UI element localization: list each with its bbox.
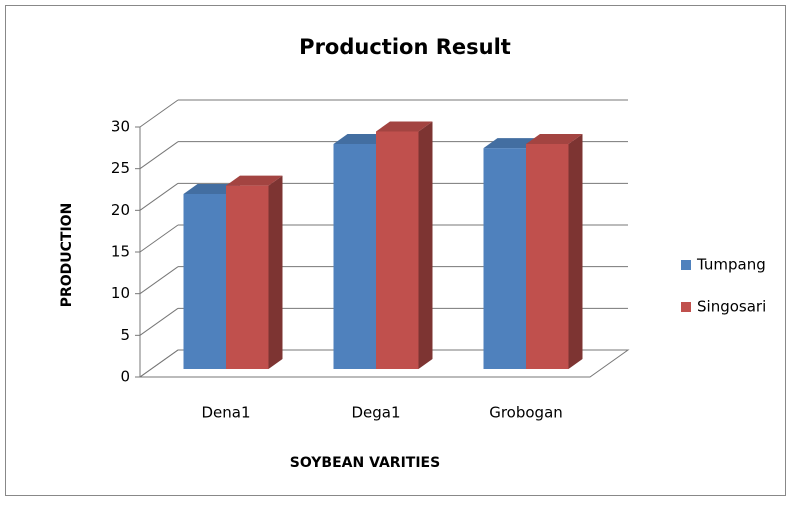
legend-label: Tumpang xyxy=(696,256,766,274)
bar-front xyxy=(226,185,269,369)
bar-front xyxy=(183,194,226,369)
grid-line xyxy=(139,224,179,253)
bar-top xyxy=(226,175,283,186)
y-tick-label: 10 xyxy=(111,284,130,302)
legend-label: Singosari xyxy=(697,298,766,316)
y-tick-label: 25 xyxy=(111,159,130,177)
bar xyxy=(526,134,583,369)
chart-title: Production Result xyxy=(299,35,511,59)
grid-line xyxy=(139,99,179,128)
bar-top xyxy=(526,134,583,144)
grid-line xyxy=(139,141,179,170)
grid-line xyxy=(139,349,179,378)
bar-front xyxy=(483,148,526,369)
bar-front xyxy=(333,144,376,369)
bar xyxy=(226,175,283,369)
bar-top xyxy=(183,184,240,194)
y-tick-label: 15 xyxy=(111,243,130,261)
bar-side xyxy=(268,175,283,369)
bar-side xyxy=(568,134,583,369)
grid-line xyxy=(139,266,179,295)
bar-front xyxy=(376,131,419,369)
bar-side xyxy=(418,121,433,369)
y-tick-label: 0 xyxy=(120,368,130,386)
bar xyxy=(376,121,433,369)
bar-top xyxy=(376,121,433,132)
x-axis-label: SOYBEAN VARITIES xyxy=(290,455,440,471)
y-tick-label: 20 xyxy=(111,201,130,219)
bar-top xyxy=(483,138,540,149)
bar-top xyxy=(333,134,390,144)
y-tick-label: 30 xyxy=(111,118,130,136)
y-tick-label: 5 xyxy=(120,326,130,344)
legend-swatch xyxy=(681,260,691,270)
bar-front xyxy=(526,144,569,369)
x-tick-label: Dena1 xyxy=(201,404,250,422)
grid-line xyxy=(139,182,179,211)
grid-line xyxy=(139,307,179,336)
x-tick-label: Dega1 xyxy=(351,404,400,422)
legend-swatch xyxy=(681,302,691,312)
x-tick-label: Grobogan xyxy=(489,404,563,422)
y-axis-label: PRODUCTION xyxy=(59,203,75,308)
